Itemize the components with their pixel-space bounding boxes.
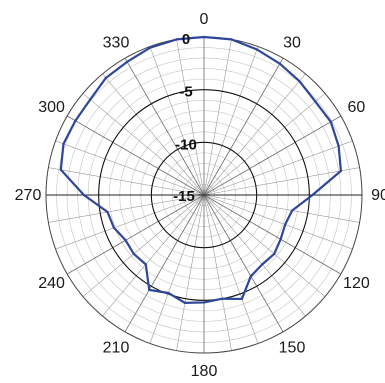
minor-spoke [176, 39, 205, 196]
major-spoke [203, 194, 342, 275]
data-point [291, 209, 294, 212]
series-line [59, 35, 343, 304]
data-point [132, 252, 135, 256]
angle-tick-label: 150 [279, 339, 306, 356]
data-point [175, 38, 178, 41]
data-point [89, 98, 92, 101]
minor-spoke [102, 194, 205, 317]
minor-spoke [102, 73, 205, 196]
data-point [221, 297, 224, 300]
minor-spoke [203, 39, 232, 196]
major-grid [45, 36, 363, 354]
data-point [112, 226, 116, 229]
major-spoke [66, 194, 205, 275]
minor-spoke [176, 194, 205, 351]
minor-spoke [203, 194, 232, 351]
angle-tick-label: 180 [191, 363, 218, 380]
series-layer [59, 35, 343, 304]
minor-spoke [55, 194, 205, 250]
minor-spoke [48, 167, 205, 196]
data-point [144, 263, 147, 266]
data-point [183, 301, 187, 304]
data-point [339, 169, 343, 172]
data-point [314, 100, 317, 103]
data-point [298, 80, 301, 83]
angle-tick-label: 330 [103, 35, 130, 52]
minor-spoke [203, 194, 326, 297]
minor-spoke [203, 46, 259, 196]
data-point [337, 144, 340, 148]
angle-tick-label: 300 [38, 99, 65, 116]
data-point [202, 35, 206, 39]
angle-tick-label: 60 [348, 99, 366, 116]
data-point [126, 60, 129, 63]
data-point [202, 301, 206, 304]
data-point [278, 62, 281, 65]
data-point [329, 120, 332, 123]
minor-spoke [203, 194, 360, 223]
minor-spoke [203, 167, 360, 196]
data-point [279, 238, 282, 241]
angle-tick-label: 240 [38, 275, 65, 292]
major-spoke [124, 57, 205, 196]
radial-tick-label: -5 [179, 84, 192, 101]
data-point [284, 223, 287, 226]
minor-spoke [149, 46, 205, 196]
data-point [255, 48, 259, 51]
minor-spoke [149, 194, 205, 344]
minor-spoke [82, 93, 205, 196]
angle-tick-label: 0 [200, 11, 209, 28]
data-point [59, 168, 62, 171]
data-point [149, 46, 152, 49]
angle-labels: 0 30 60 90 120 150 180 210 240 270 300 330 [15, 11, 385, 380]
angle-tick-label: 30 [283, 35, 301, 52]
data-point [124, 239, 127, 242]
minor-spoke [82, 194, 205, 297]
minor-spoke [48, 194, 205, 223]
minor-spoke [55, 140, 205, 196]
data-point [62, 142, 65, 145]
major-spoke [203, 57, 284, 196]
data-point [240, 297, 243, 301]
data-point [167, 291, 170, 295]
major-spoke [203, 194, 284, 333]
data-point [273, 252, 276, 256]
data-point [249, 275, 252, 278]
minor-spoke [203, 194, 353, 250]
major-spoke [124, 194, 205, 333]
data-point [311, 193, 314, 197]
angle-tick-label: 120 [343, 275, 370, 292]
radial-tick-label: 0 [182, 31, 190, 48]
data-point [148, 288, 151, 291]
angle-tick-label: 270 [15, 187, 42, 204]
major-spoke [203, 115, 342, 196]
radial-labels: 0 -5 -10 -15 [173, 31, 197, 205]
radial-tick-label: -10 [175, 136, 197, 153]
data-point [74, 119, 77, 122]
radial-tick-label: -15 [173, 188, 195, 205]
minor-spoke [203, 194, 259, 344]
minor-spoke [203, 140, 353, 196]
data-point [82, 193, 86, 197]
minor-spoke [203, 93, 326, 196]
minor-spoke [203, 194, 306, 317]
angle-tick-label: 90 [371, 187, 385, 204]
data-point [261, 263, 264, 266]
data-point [106, 210, 109, 214]
data-point [104, 76, 107, 80]
angle-tick-label: 210 [103, 339, 130, 356]
minor-spoke [203, 73, 306, 196]
data-point [230, 38, 233, 41]
major-spoke [66, 115, 205, 196]
